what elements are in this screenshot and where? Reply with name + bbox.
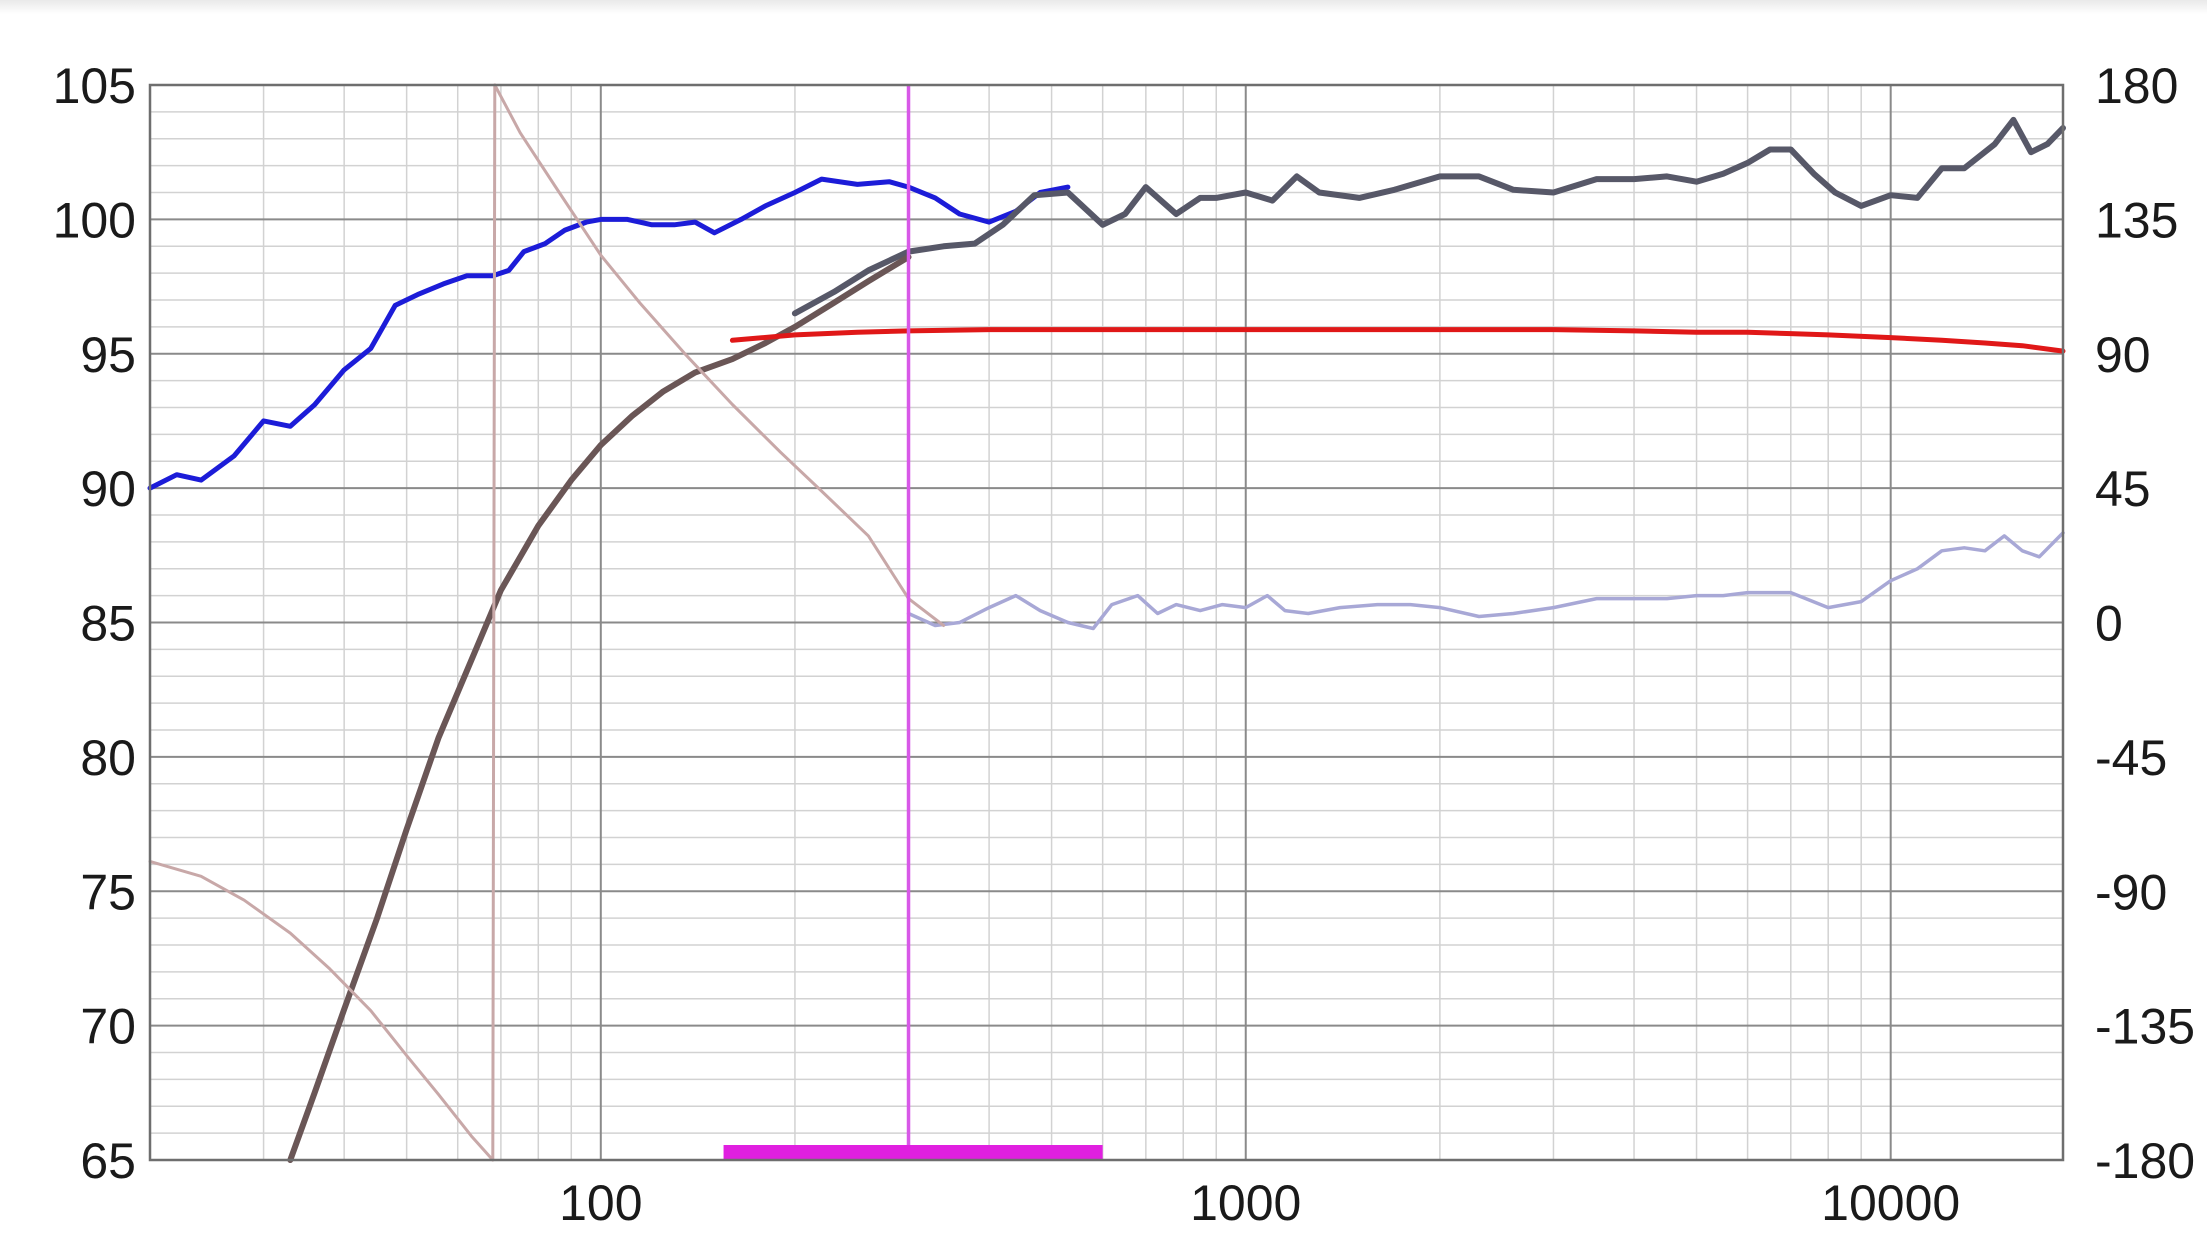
series-line-5 [906, 531, 2065, 631]
right-tick-label: -135 [2095, 999, 2195, 1055]
x-tick-label: 100 [559, 1175, 642, 1231]
left-tick-label: 95 [80, 327, 136, 383]
right-tick-label: 135 [2095, 192, 2178, 248]
right-tick-label: -90 [2095, 864, 2167, 920]
left-tick-label: 70 [80, 999, 136, 1055]
series-line-2 [791, 116, 2066, 317]
cursor-range-bar [723, 1145, 1103, 1160]
left-tick-label: 85 [80, 596, 136, 652]
right-tick-label: 90 [2095, 327, 2151, 383]
right-axis-ticks: 180 135 90 45 0 -45 -90 -135 -180 [2095, 58, 2195, 1189]
right-tick-label: 180 [2095, 58, 2178, 114]
right-tick-label: 45 [2095, 461, 2151, 517]
major-grid [150, 84, 2063, 1161]
left-tick-label: 75 [80, 864, 136, 920]
plot-frame [148, 83, 2065, 1162]
left-tick-label: 90 [80, 461, 136, 517]
left-tick-label: 100 [53, 192, 136, 248]
left-tick-label: 105 [53, 58, 136, 114]
left-tick-label: 80 [80, 730, 136, 786]
series-line-4 [729, 327, 2066, 354]
left-axis-ticks: 105 100 95 90 85 80 75 70 65 [53, 58, 136, 1189]
right-tick-label: 0 [2095, 596, 2123, 652]
left-tick-label: 65 [80, 1133, 136, 1189]
series-layer [147, 83, 2066, 1163]
x-tick-label: 10000 [1821, 1175, 1960, 1231]
right-tick-label: -45 [2095, 730, 2167, 786]
series-line-8 [493, 83, 946, 627]
cursor-layer [723, 85, 1103, 1160]
series-line-6 [148, 859, 495, 1162]
series-line-1 [147, 176, 1071, 491]
x-tick-label: 1000 [1190, 1175, 1301, 1231]
series-line-3 [287, 254, 912, 1163]
right-tick-label: -180 [2095, 1133, 2195, 1189]
x-axis-ticks: 100 1000 10000 [559, 1175, 1960, 1231]
series-line-7 [491, 83, 497, 1162]
